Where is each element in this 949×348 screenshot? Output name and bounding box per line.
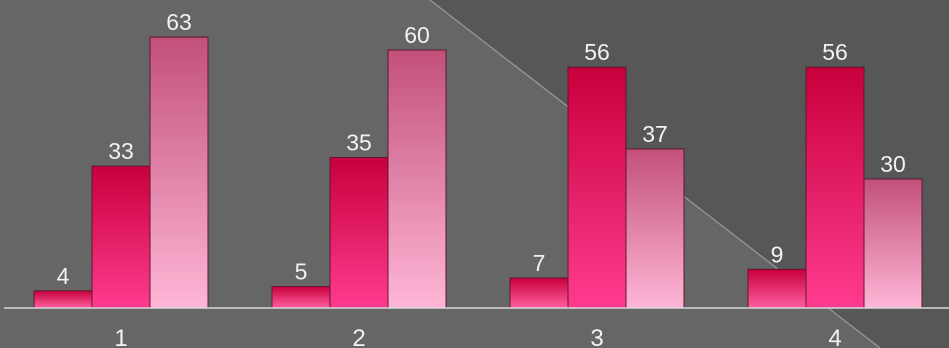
bars-layer bbox=[33, 36, 923, 309]
data-label-s3-cat-4: 30 bbox=[880, 151, 906, 177]
x-tick-label-1: 1 bbox=[114, 325, 127, 348]
bar-s2-cat-4 bbox=[805, 66, 865, 309]
data-label-s3-cat-2: 60 bbox=[404, 22, 430, 48]
data-labels-layer: 4 33 63 5 35 60 7 56 37 9 56 30 bbox=[57, 9, 906, 289]
bar-s3-cat-4 bbox=[863, 178, 923, 309]
x-tick-label-2: 2 bbox=[352, 325, 365, 348]
x-tick-label-3: 3 bbox=[590, 325, 603, 348]
data-label-s3-cat-3: 37 bbox=[642, 121, 668, 147]
bar-s2-cat-1 bbox=[91, 165, 151, 309]
data-label-s2-cat-4: 56 bbox=[822, 39, 848, 65]
bar-s1-cat-2 bbox=[271, 286, 331, 309]
bar-s3-cat-1 bbox=[149, 36, 209, 309]
bar-s1-cat-3 bbox=[509, 277, 569, 309]
x-axis: 1 2 3 4 bbox=[4, 307, 949, 348]
data-label-s1-cat-4: 9 bbox=[771, 241, 784, 267]
data-label-s2-cat-1: 33 bbox=[108, 138, 134, 164]
data-label-s1-cat-3: 7 bbox=[533, 250, 546, 276]
bar-s2-cat-3 bbox=[567, 66, 627, 309]
data-label-s2-cat-3: 56 bbox=[584, 39, 610, 65]
data-label-s3-cat-1: 63 bbox=[166, 9, 192, 35]
bar-s2-cat-2 bbox=[329, 157, 389, 309]
x-tick-label-4: 4 bbox=[828, 325, 841, 348]
bar-s1-cat-4 bbox=[747, 268, 807, 309]
bar-s3-cat-3 bbox=[625, 148, 685, 309]
data-label-s1-cat-2: 5 bbox=[295, 259, 308, 285]
bar-s1-cat-1 bbox=[33, 290, 93, 309]
data-label-s1-cat-1: 4 bbox=[57, 263, 70, 289]
data-label-s2-cat-2: 35 bbox=[346, 130, 372, 156]
bar-s3-cat-2 bbox=[387, 49, 447, 309]
